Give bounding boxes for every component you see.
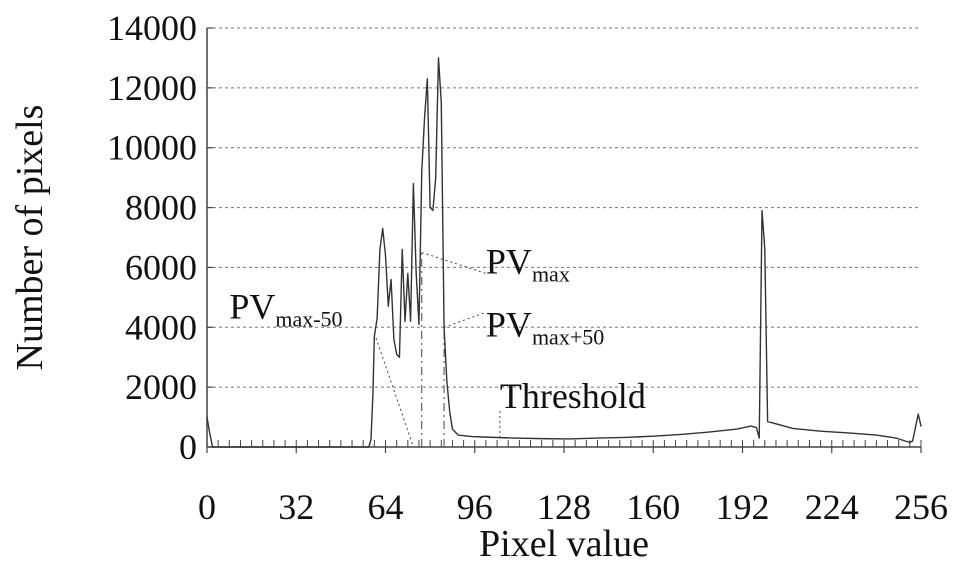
x-tick-label-32: 32 xyxy=(278,487,314,527)
annotation-0: PVmax xyxy=(486,241,570,286)
y-tick-label-2000: 2000 xyxy=(125,367,197,407)
x-tick-label-160: 160 xyxy=(626,487,680,527)
x-tick-label-128: 128 xyxy=(537,487,591,527)
annotation-main-0: PV xyxy=(486,241,532,281)
annotation-main-2: PV xyxy=(486,304,532,344)
x-tick-label-256: 256 xyxy=(894,487,948,527)
y-tick-label-0: 0 xyxy=(179,427,197,467)
series-layer xyxy=(206,57,922,448)
grid-layer xyxy=(207,27,921,388)
pv-max-minus-50-leader xyxy=(373,333,414,448)
x-tick-label-192: 192 xyxy=(716,487,770,527)
annotation-subscript-1: max-50 xyxy=(275,306,342,331)
annotation-3: Threshold xyxy=(500,376,646,416)
y-tick-label-12000: 12000 xyxy=(107,68,197,108)
x-tick-label-0: 0 xyxy=(198,487,216,527)
annotation-main-1: PV xyxy=(229,286,275,326)
y-tick-label-4000: 4000 xyxy=(125,307,197,347)
y-axis-title: Number of pixels xyxy=(9,105,51,371)
histogram-series-line-0 xyxy=(206,57,922,448)
pv-max-leader xyxy=(421,251,487,274)
pv-max-plus-50-leader xyxy=(443,311,487,328)
annotation-subscript-0: max xyxy=(532,261,570,286)
y-tick-label-8000: 8000 xyxy=(125,188,197,228)
y-tick-label-14000: 14000 xyxy=(107,8,197,48)
y-tick-label-10000: 10000 xyxy=(107,128,197,168)
x-tick-label-96: 96 xyxy=(457,487,493,527)
annotation-1: PVmax-50 xyxy=(229,286,342,331)
x-axis-title: Pixel value xyxy=(479,523,649,564)
label-layer: 0 2000 4000 6000 8000 10000 12000 14000 0 32 64 96 1… xyxy=(9,8,948,564)
annotation-main-3: Threshold xyxy=(500,376,646,416)
annotation-2: PVmax+50 xyxy=(486,304,604,349)
y-tick-label-6000: 6000 xyxy=(125,247,197,287)
x-tick-label-64: 64 xyxy=(368,487,404,527)
annotation-subscript-2: max+50 xyxy=(532,324,604,349)
x-tick-label-224: 224 xyxy=(805,487,859,527)
annotation-layer xyxy=(373,251,501,448)
